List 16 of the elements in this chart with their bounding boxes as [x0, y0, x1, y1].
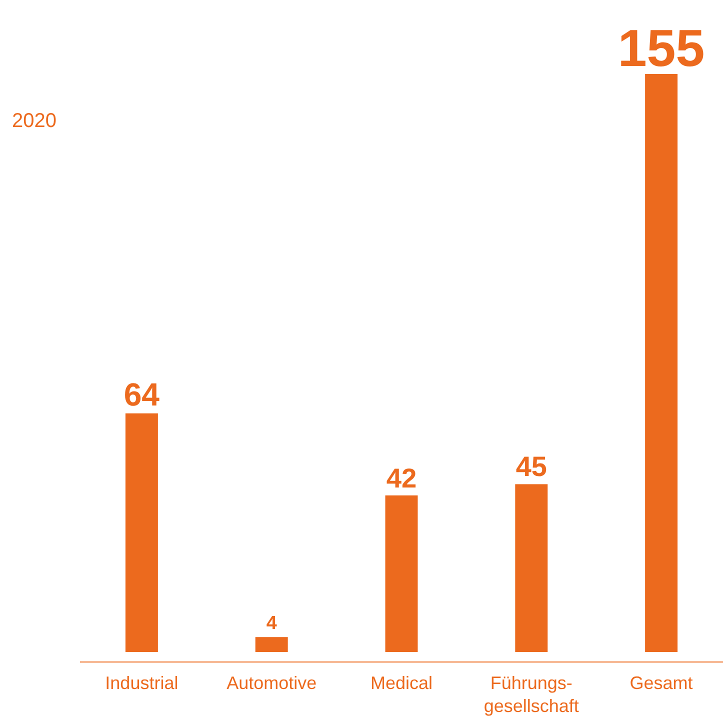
data-label: 64: [124, 376, 160, 412]
x-tick-label: Medical: [370, 673, 433, 693]
bar: [645, 74, 678, 652]
data-label: 42: [386, 462, 417, 494]
data-label: 45: [516, 451, 547, 482]
bar: [515, 484, 548, 652]
x-tick-label: Automotive: [226, 673, 317, 693]
bar: [385, 495, 418, 652]
bar: [255, 637, 288, 652]
x-tick-label: Gesamt: [630, 673, 693, 693]
data-label: 155: [618, 20, 705, 78]
x-tick-label: Führungs-gesellschaft: [484, 673, 579, 716]
bar: [125, 413, 158, 652]
x-tick-label: Industrial: [105, 673, 178, 693]
data-label: 4: [266, 612, 278, 634]
text: 2020: [12, 110, 56, 132]
